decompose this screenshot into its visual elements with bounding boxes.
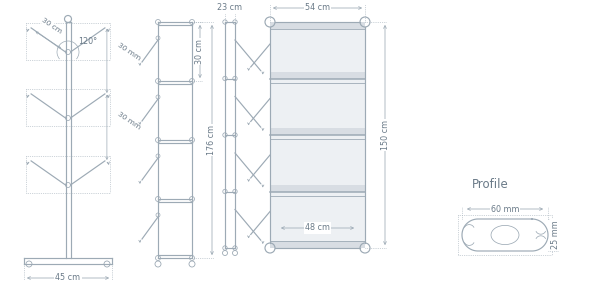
FancyBboxPatch shape	[270, 22, 365, 248]
Text: 30 mm: 30 mm	[117, 111, 142, 130]
FancyBboxPatch shape	[270, 241, 365, 248]
FancyBboxPatch shape	[270, 72, 365, 79]
Text: 54 cm: 54 cm	[305, 4, 330, 12]
FancyBboxPatch shape	[270, 128, 365, 135]
Text: Profile: Profile	[472, 178, 508, 191]
Text: 30 mm: 30 mm	[117, 42, 142, 62]
Text: 176 cm: 176 cm	[208, 125, 217, 155]
Text: 25 mm: 25 mm	[551, 221, 560, 249]
Text: 150 cm: 150 cm	[380, 120, 389, 150]
Text: 45 cm: 45 cm	[55, 274, 80, 282]
FancyBboxPatch shape	[270, 185, 365, 191]
Text: 48 cm: 48 cm	[305, 223, 330, 233]
Text: 30 cm: 30 cm	[196, 39, 205, 64]
Text: 120°: 120°	[78, 37, 97, 46]
Text: 60 mm: 60 mm	[491, 204, 519, 214]
Text: 23 cm: 23 cm	[217, 4, 242, 12]
Text: 30 cm: 30 cm	[40, 17, 63, 35]
FancyBboxPatch shape	[270, 22, 365, 29]
